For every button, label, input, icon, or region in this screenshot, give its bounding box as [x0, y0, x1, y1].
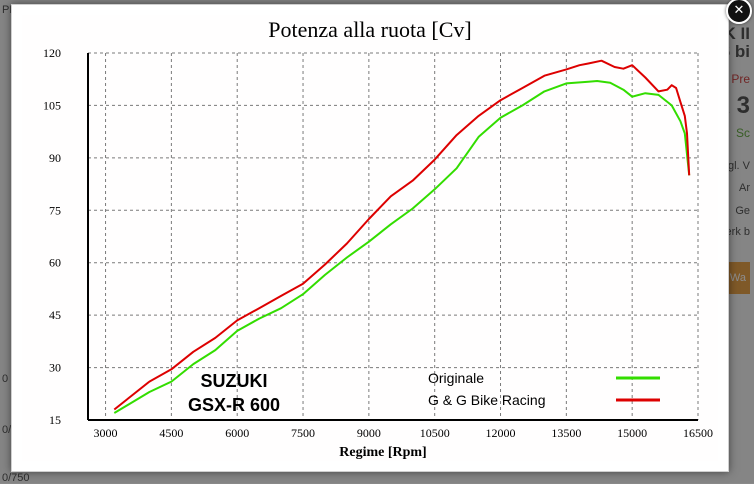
bg-text: 0/750: [2, 472, 30, 484]
bg-text: 0: [2, 373, 9, 385]
y-tick-label: 75: [49, 203, 61, 217]
x-tick-label: 12000: [486, 426, 516, 440]
bg-text: Pre: [731, 72, 750, 86]
x-tick-label: 16500: [683, 426, 713, 440]
bg-text: Sc: [735, 126, 750, 140]
x-tick-label: 9000: [357, 426, 381, 440]
bg-text: Ar: [739, 182, 750, 194]
image-lightbox: Potenza alla ruota [Cv] 3000 4500 6000 7500…: [11, 0, 752, 472]
y-tick-label: 30: [49, 361, 61, 375]
series-line-originale: [113, 80, 691, 414]
y-tick-label: 15: [49, 413, 61, 427]
bg-text: K II: [723, 24, 750, 43]
legend-label: Originale: [428, 370, 484, 386]
chart-svg: 3000 4500 6000 7500 9000 10500 12000 13500 15000…: [43, 46, 713, 460]
series-line-gg-bike-racing: [113, 59, 691, 411]
y-tick-label: 90: [49, 151, 61, 165]
x-tick-label: 13500: [551, 426, 581, 440]
x-tick-label: 3000: [94, 426, 118, 440]
bike-model-annotation: GSX-R 600: [188, 395, 280, 415]
x-tick-label: 4500: [159, 426, 183, 440]
x-tick-label: 7500: [291, 426, 315, 440]
chart-title: Potenza alla ruota [Cv]: [268, 17, 472, 42]
x-tick-label: 10500: [420, 426, 450, 440]
y-tick-label: 120: [43, 46, 61, 60]
bg-text: Ge: [735, 205, 750, 217]
dyno-chart: Potenza alla ruota [Cv] 3000 4500 6000 7500…: [22, 15, 718, 461]
x-tick-label: 15000: [617, 426, 647, 440]
x-tick-label: 6000: [225, 426, 249, 440]
x-axis-label: Regime [Rpm]: [339, 445, 426, 460]
bike-model-annotation: SUZUKI: [201, 371, 268, 391]
y-tick-label: 45: [49, 308, 61, 322]
legend-label: G & G Bike Racing: [428, 392, 546, 408]
close-button[interactable]: ✕: [726, 0, 752, 24]
y-tick-label: 105: [43, 98, 61, 112]
close-icon: ✕: [733, 3, 745, 18]
y-tick-label: 60: [49, 256, 61, 270]
bg-text: zgl. V: [722, 160, 750, 172]
